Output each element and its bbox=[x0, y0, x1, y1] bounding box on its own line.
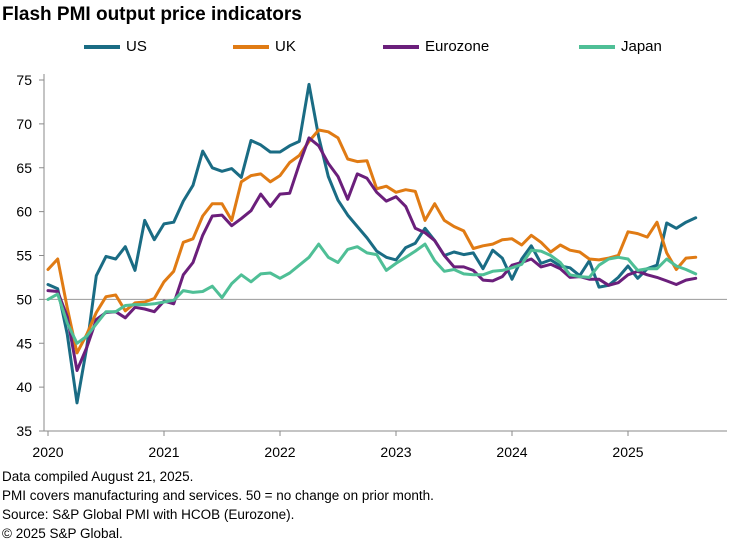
y-tick-label-70: 70 bbox=[16, 116, 32, 132]
footnotes: Data compiled August 21, 2025. PMI cover… bbox=[2, 467, 434, 543]
y-tick-label-65: 65 bbox=[16, 160, 32, 176]
footnote-copyright: © 2025 S&P Global. bbox=[2, 526, 123, 541]
chart-title: Flash PMI output price indicators bbox=[2, 4, 302, 25]
legend-label-us: US bbox=[126, 38, 147, 55]
legend-label-uk: UK bbox=[275, 38, 296, 55]
series-line-uk bbox=[46, 128, 698, 355]
legend-item-japan: Japan bbox=[579, 38, 662, 55]
y-tick-label-55: 55 bbox=[16, 248, 32, 264]
legend-label-eurozone: Eurozone bbox=[425, 38, 490, 55]
y-tick-label-45: 45 bbox=[16, 335, 32, 351]
legend-item-uk: UK bbox=[233, 38, 296, 55]
x-tick-label-2025: 2025 bbox=[612, 444, 643, 460]
legend-item-eurozone: Eurozone bbox=[383, 38, 489, 55]
y-tick-label-60: 60 bbox=[16, 204, 32, 220]
x-tick-label-2020: 2020 bbox=[32, 444, 63, 460]
legend-swatch-us bbox=[84, 44, 120, 49]
x-tick-label-2024: 2024 bbox=[496, 444, 527, 460]
x-tick-label-2023: 2023 bbox=[380, 444, 411, 460]
y-tick-label-40: 40 bbox=[16, 379, 32, 395]
series-line-japan bbox=[46, 242, 698, 345]
legend-swatch-uk bbox=[233, 44, 269, 49]
legend-label-japan: Japan bbox=[621, 38, 662, 55]
footnote-date: Data compiled August 21, 2025. bbox=[2, 469, 194, 484]
y-tick-label-50: 50 bbox=[16, 291, 32, 307]
legend-item-us: US bbox=[84, 38, 147, 55]
footnote-methodology: PMI covers manufacturing and services. 5… bbox=[2, 488, 434, 503]
x-tick-label-2022: 2022 bbox=[264, 444, 295, 460]
y-tick-label-75: 75 bbox=[16, 72, 32, 88]
legend-swatch-japan bbox=[579, 44, 615, 49]
legend-swatch-eurozone bbox=[383, 44, 419, 49]
line-chart: 35 40 45 50 55 60 65 70 75 2020 2021 2022 2023 2024 20… bbox=[16, 72, 727, 460]
y-tick-label-35: 35 bbox=[16, 423, 32, 439]
chart-legend: US UK Eurozone Japan bbox=[0, 38, 749, 62]
x-tick-label-2021: 2021 bbox=[148, 444, 179, 460]
series-line-us bbox=[46, 82, 698, 405]
footnote-source: Source: S&P Global PMI with HCOB (Eurozo… bbox=[2, 507, 295, 522]
